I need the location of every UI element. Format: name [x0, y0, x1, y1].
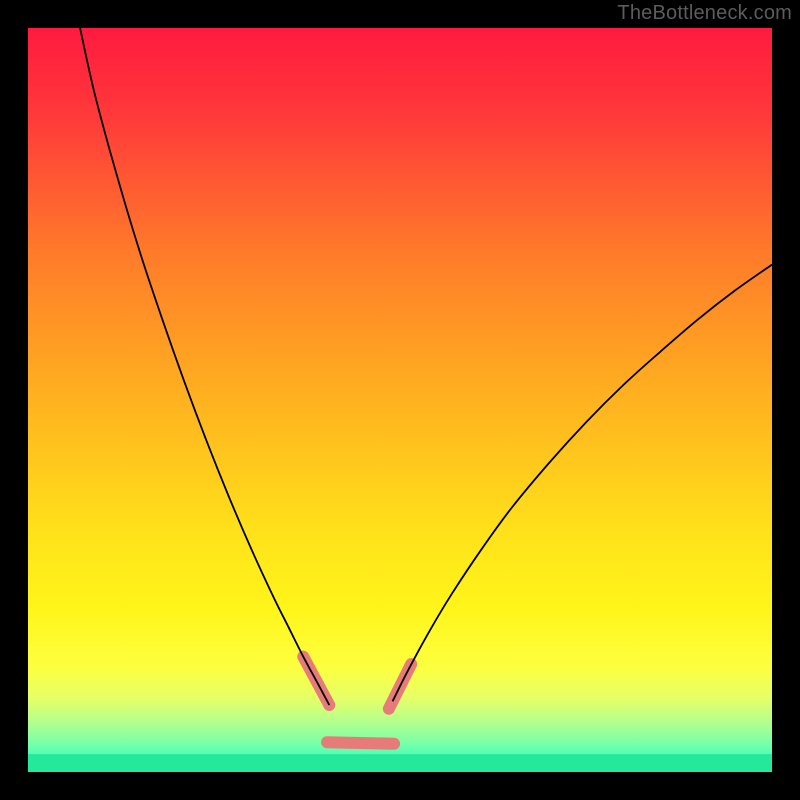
gradient-background — [28, 28, 772, 772]
bottom-green-band — [28, 754, 772, 772]
chart-svg — [28, 28, 772, 772]
bottleneck-chart — [28, 28, 772, 772]
chart-frame: TheBottleneck.com — [0, 0, 800, 800]
watermark-text: TheBottleneck.com — [617, 2, 792, 25]
